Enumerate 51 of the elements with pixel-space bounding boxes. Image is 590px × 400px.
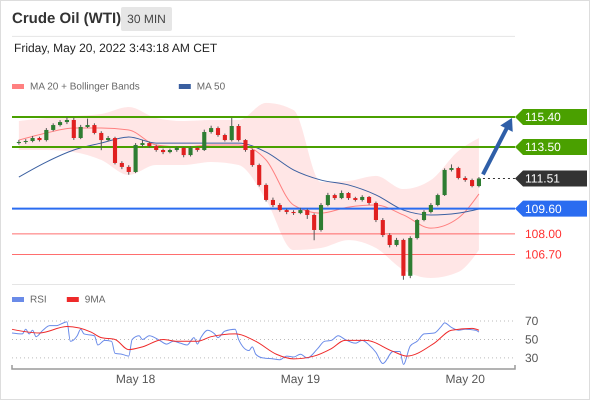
candlestick <box>415 218 420 240</box>
candlestick <box>243 138 248 152</box>
line-series <box>12 326 480 360</box>
legend-label: 9MA <box>84 294 106 306</box>
ref-line-label: 106.70 <box>525 248 562 262</box>
candlestick <box>380 218 385 238</box>
candlestick <box>92 122 96 135</box>
candlestick <box>250 148 254 168</box>
x-tick-label: May 20 <box>446 372 486 386</box>
legend-label: RSI <box>30 294 47 306</box>
candlestick <box>436 193 440 207</box>
x-tick-label: May 19 <box>280 372 320 386</box>
line-series <box>12 321 480 365</box>
y-tick-label: 70 <box>525 314 539 328</box>
candlestick <box>326 192 330 207</box>
candlestick <box>388 232 392 248</box>
candlestick <box>216 126 220 138</box>
ref-line-label: 113.50 <box>525 140 562 154</box>
legend-label: MA 20 + Bollinger Bands <box>30 82 140 92</box>
candlestick <box>257 163 262 188</box>
chart-subtitle: 30 MIN <box>127 12 166 26</box>
candlestick <box>182 146 186 158</box>
candlestick <box>305 208 310 220</box>
candlestick <box>202 129 206 152</box>
candlestick <box>476 176 482 188</box>
y-tick-label: 50 <box>525 332 539 347</box>
candlestick <box>78 124 83 140</box>
candlestick <box>230 117 234 142</box>
candlestick <box>188 146 193 157</box>
candlestick <box>72 117 76 140</box>
candlestick <box>456 166 460 180</box>
y-tick-label: 30 <box>525 351 539 366</box>
ref-line-label: 109.60 <box>525 202 562 216</box>
ref-line-label: 111.51 <box>525 172 560 186</box>
candlestick <box>270 197 275 208</box>
ref-line-label: 108.00 <box>525 227 562 242</box>
candlestick <box>312 212 316 241</box>
candlestick <box>99 130 104 151</box>
x-tick-label: May 18 <box>116 372 156 386</box>
candlestick <box>236 124 241 142</box>
candlestick <box>85 118 90 129</box>
chart-title: Crude Oil (WTI) <box>12 10 122 27</box>
candlestick <box>44 128 48 142</box>
annotation: Friday, May 20, 2022 3:43:18 AM CET <box>14 41 218 55</box>
candlestick <box>126 164 131 176</box>
candlestick <box>374 201 378 223</box>
candlestick <box>264 182 268 202</box>
candlestick <box>422 210 426 222</box>
legend-label: MA 50 <box>196 82 226 92</box>
ref-line-label: 115.40 <box>525 110 562 124</box>
candlestick <box>428 202 433 214</box>
